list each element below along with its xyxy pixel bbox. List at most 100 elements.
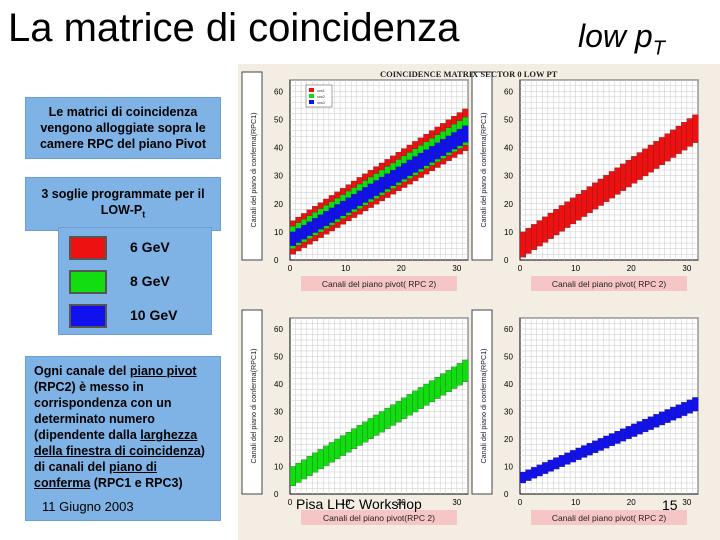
band-mark (401, 163, 408, 180)
band-mark (608, 433, 615, 446)
footer-date: 11 Giugno 2003 (42, 499, 134, 514)
ylabel-frame (241, 71, 263, 261)
legend-swatch-6gev (69, 236, 107, 260)
band-mark (681, 122, 688, 151)
band-mark (373, 180, 380, 196)
y-tick-label: 20 (504, 200, 513, 209)
band-mark (306, 456, 313, 476)
band-mark (356, 425, 363, 446)
band-mark (631, 423, 638, 437)
y-tick-label: 40 (504, 380, 513, 389)
mini-legend-swatch (309, 100, 314, 104)
band-mark (692, 114, 699, 143)
band-mark (289, 231, 296, 247)
band-mark (462, 359, 469, 382)
band-mark (631, 156, 638, 184)
band-mark (406, 159, 413, 176)
y-axis-label: Canali del piano di conferma(RPC1) (249, 348, 258, 463)
y-tick-label: 10 (504, 463, 513, 472)
y-axis-label: Canali del piano di conferma(RPC1) (479, 348, 488, 463)
x-label-box (531, 510, 687, 525)
legend-label-6gev: 6 GeV (130, 239, 170, 255)
x-axis-label: Canali del piano pivot(RPC 2) (323, 513, 435, 523)
band-mark (417, 152, 424, 170)
x-tick-label: 30 (682, 264, 691, 273)
chart-8gev: Canali del piano di conferma(RPC1) 0 10 20 3… (241, 309, 469, 525)
band-mark (586, 443, 593, 456)
y-tick-label: 0 (274, 490, 279, 499)
info-box: Le matrici di coincidenza vengono allogg… (25, 97, 221, 159)
chart-all-thresholds: Canali del piano di conferma(RPC1) 0 10 20 3… (241, 71, 469, 291)
chart-6gev: Canali del piano di conferma(RPC1) 0 10 20 3… (471, 71, 699, 291)
band-mark (295, 462, 302, 483)
thresholds-box: 3 soglie programmate per il LOW-Pt (25, 177, 221, 231)
x-tick-label: 30 (682, 498, 691, 507)
band-mark (351, 194, 358, 210)
band-mark (395, 401, 402, 423)
y-tick-label: 60 (274, 325, 283, 334)
band-mark (362, 421, 369, 443)
band-mark (456, 128, 463, 146)
band-mark (647, 416, 654, 430)
band-mark (531, 224, 538, 250)
y-tick-label: 0 (504, 256, 509, 265)
band-mark (542, 216, 549, 243)
band-mark (428, 146, 436, 163)
band-mark (367, 418, 374, 439)
band-mark (356, 190, 363, 206)
band-mark (658, 137, 666, 166)
chart-header: COINCIDENCE MATRIX SECTOR 0 LOW PT (380, 69, 558, 79)
band-mark (636, 152, 643, 180)
band-mark (428, 380, 436, 403)
x-label-box (531, 276, 687, 291)
x-tick-label: 20 (397, 264, 406, 273)
band-mark (328, 442, 335, 463)
band-mark (367, 183, 374, 200)
band-mark (575, 447, 582, 460)
band-mark (456, 363, 463, 386)
x-tick-label: 10 (571, 264, 580, 273)
footer-page-number: 15 (662, 497, 678, 513)
band-mark (525, 469, 532, 481)
band-mark (531, 467, 538, 479)
band-mark (692, 397, 699, 412)
band-mark (289, 466, 296, 486)
y-axis-label: Canali del piano di conferma(RPC1) (479, 112, 488, 227)
x-tick-label: 10 (341, 264, 350, 273)
band-mark (608, 171, 615, 199)
x-tick-label: 0 (518, 264, 523, 273)
band-mark (412, 390, 419, 413)
band-mark (542, 462, 549, 474)
band-mark (445, 135, 452, 153)
x-axis-label: Canali del piano pivot( RPC 2) (322, 279, 437, 289)
band-mark (553, 209, 560, 236)
band-mark (558, 205, 565, 232)
band-mark (592, 182, 599, 210)
band-mark (519, 471, 526, 484)
band-mark (384, 173, 391, 190)
band-mark (675, 125, 682, 154)
band-mark (334, 438, 341, 460)
band-mark (440, 139, 447, 156)
y-tick-label: 30 (504, 172, 513, 181)
x-label-box (301, 276, 457, 291)
y-tick-label: 0 (274, 256, 279, 265)
band-mark (625, 426, 632, 440)
band-mark (658, 411, 666, 426)
y-tick-label: 40 (274, 144, 283, 153)
ylabel-frame (471, 71, 493, 261)
band-mark (312, 452, 319, 473)
band-mark (536, 220, 543, 247)
band-mark (536, 464, 543, 477)
y-tick-label: 10 (504, 228, 513, 237)
band-mark (564, 452, 571, 465)
legend-label-8gev: 8 GeV (130, 273, 170, 289)
y-tick-label: 30 (274, 408, 283, 417)
y-tick-label: 50 (504, 115, 513, 124)
description-box: Ogni canale del piano pivot (RPC2) è mes… (25, 356, 221, 521)
mini-legend-swatch (309, 88, 314, 92)
x-tick-label: 30 (452, 498, 461, 507)
band-mark (670, 406, 677, 421)
y-tick-label: 20 (274, 435, 283, 444)
band-mark (620, 428, 627, 442)
